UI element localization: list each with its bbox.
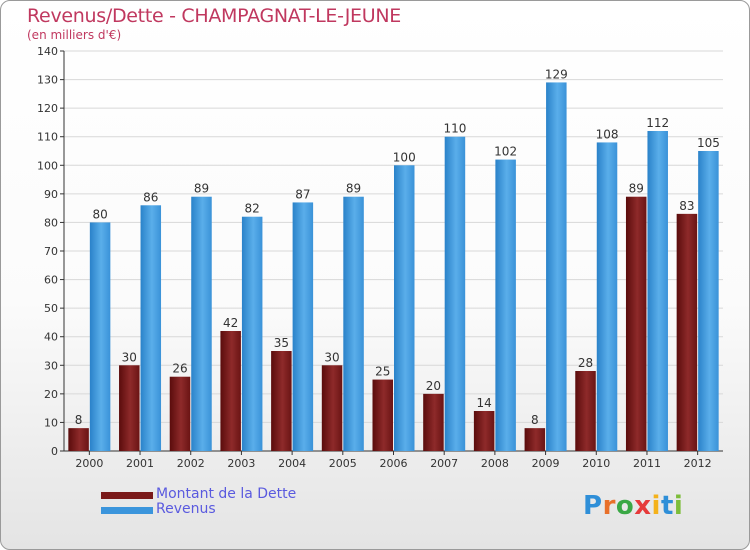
- data-label-debt: 83: [679, 199, 694, 213]
- chart-subtitle: (en milliers d'€): [27, 28, 122, 42]
- logo-letter: x: [634, 491, 652, 521]
- bar-revenue: [596, 142, 618, 451]
- x-tick-label: 2011: [633, 457, 661, 470]
- y-tick-label: 80: [44, 216, 58, 229]
- data-label-debt: 42: [223, 316, 238, 330]
- bar-debt: [68, 428, 89, 451]
- bar-revenue: [140, 205, 162, 451]
- bar-revenue: [394, 165, 415, 452]
- bar-debt: [676, 213, 698, 451]
- x-tick-label: 2008: [481, 457, 509, 470]
- legend-label-debt: Montant de la Dette: [156, 486, 297, 502]
- data-label-revenue: 80: [92, 207, 107, 221]
- bar-debt: [169, 376, 191, 451]
- x-tick-label: 2010: [582, 457, 610, 470]
- bar-revenue: [444, 136, 466, 451]
- bar-debt: [119, 365, 140, 451]
- legend-swatch-revenue: [101, 507, 153, 514]
- data-label-debt: 8: [75, 413, 83, 427]
- y-tick-label: 60: [44, 274, 58, 287]
- data-label-debt: 26: [172, 362, 187, 376]
- bar-debt: [473, 411, 495, 451]
- data-label-revenue: 86: [143, 190, 158, 204]
- logo-letter: o: [615, 491, 635, 521]
- data-label-revenue: 129: [545, 67, 568, 81]
- bar-revenue: [343, 196, 364, 451]
- y-tick-label: 130: [37, 74, 58, 87]
- x-tick-label: 2000: [75, 457, 103, 470]
- bar-revenue: [89, 222, 111, 451]
- data-label-debt: 25: [375, 365, 390, 379]
- data-label-debt: 30: [324, 350, 339, 364]
- data-label-debt: 89: [629, 182, 644, 196]
- data-label-revenue: 89: [346, 182, 361, 196]
- y-tick-label: 40: [44, 331, 58, 344]
- data-label-revenue: 89: [194, 182, 209, 196]
- bar-debt: [423, 393, 444, 451]
- bar-debt: [372, 379, 393, 451]
- data-label-debt: 30: [122, 350, 137, 364]
- y-tick-label: 90: [44, 188, 58, 201]
- legend-swatch-debt: [101, 492, 153, 499]
- y-tick-label: 120: [37, 102, 58, 115]
- data-label-revenue: 108: [596, 127, 619, 141]
- proxiti-logo: Proxiti: [583, 491, 683, 521]
- y-tick-label: 70: [44, 245, 58, 258]
- logo-letter: i: [673, 491, 684, 521]
- bar-revenue: [647, 131, 668, 451]
- data-label-revenue: 100: [393, 150, 416, 164]
- data-label-debt: 14: [476, 396, 491, 410]
- y-tick-label: 50: [44, 302, 58, 315]
- logo-letter: r: [602, 491, 616, 521]
- y-tick-label: 30: [44, 359, 58, 372]
- data-label-revenue: 82: [245, 202, 260, 216]
- bar-revenue: [546, 82, 567, 451]
- data-label-debt: 8: [531, 413, 539, 427]
- data-label-revenue: 110: [443, 122, 466, 136]
- data-label-revenue: 105: [697, 136, 720, 150]
- bar-revenue: [292, 202, 314, 451]
- x-tick-label: 2005: [329, 457, 357, 470]
- bar-debt: [271, 351, 292, 451]
- data-label-revenue: 87: [295, 187, 310, 201]
- bar-debt: [220, 331, 241, 451]
- bar-revenue: [698, 151, 719, 451]
- bar-revenue: [191, 196, 212, 451]
- bar-debt: [575, 371, 596, 451]
- bar-revenue: [241, 216, 263, 451]
- x-tick-label: 2006: [380, 457, 408, 470]
- chart-title: Revenus/Dette - CHAMPAGNAT-LE-JEUNE: [27, 5, 401, 27]
- x-tick-label: 2001: [126, 457, 154, 470]
- data-label-debt: 28: [578, 356, 593, 370]
- y-tick-label: 0: [51, 445, 58, 458]
- x-tick-label: 2009: [532, 457, 560, 470]
- x-tick-label: 2012: [684, 457, 712, 470]
- y-tick-label: 10: [44, 416, 58, 429]
- x-tick-label: 2007: [430, 457, 458, 470]
- x-tick-label: 2004: [278, 457, 306, 470]
- data-label-revenue: 102: [494, 145, 517, 159]
- bar-revenue: [495, 159, 516, 452]
- y-tick-label: 110: [37, 131, 58, 144]
- logo-letter: t: [660, 491, 674, 521]
- bar-debt: [321, 365, 343, 451]
- bar-debt: [524, 428, 546, 451]
- logo-letter: P: [583, 491, 603, 521]
- data-label-debt: 20: [426, 379, 441, 393]
- y-tick-label: 140: [37, 45, 58, 58]
- x-tick-label: 2003: [227, 457, 255, 470]
- y-tick-label: 100: [37, 159, 58, 172]
- data-label-revenue: 112: [646, 116, 669, 130]
- x-tick-label: 2002: [177, 457, 205, 470]
- legend-label-revenue: Revenus: [156, 501, 216, 517]
- y-tick-label: 20: [44, 388, 58, 401]
- data-label-debt: 35: [274, 336, 289, 350]
- logo-letter: i: [651, 491, 661, 521]
- bar-debt: [625, 196, 647, 451]
